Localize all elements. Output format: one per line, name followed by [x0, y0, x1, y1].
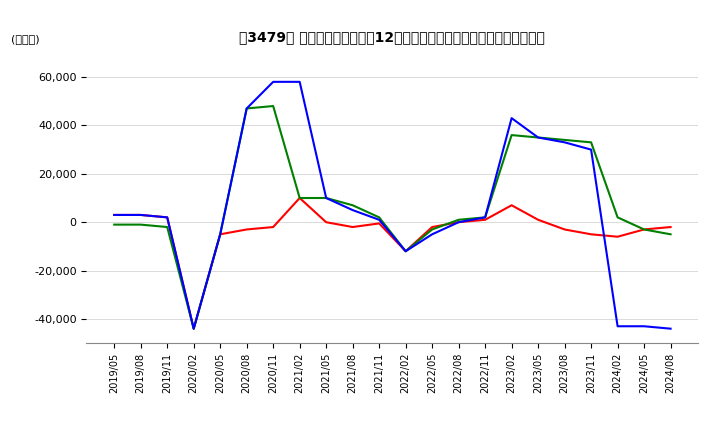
投資CF [375, 215, 384, 220]
投資CF [666, 231, 675, 237]
営業CF [508, 202, 516, 208]
投資CF [295, 195, 304, 201]
フリーCF [269, 79, 277, 84]
投資CF [269, 103, 277, 109]
営業CF [560, 227, 569, 232]
フリーCF [508, 115, 516, 121]
投資CF [189, 326, 198, 331]
フリーCF [243, 106, 251, 111]
投資CF [216, 231, 225, 237]
フリーCF [666, 326, 675, 331]
投資CF [322, 195, 330, 201]
Line: 営業CF: 営業CF [114, 198, 670, 329]
フリーCF [189, 326, 198, 331]
営業CF [322, 220, 330, 225]
フリーCF [481, 215, 490, 220]
投資CF [428, 227, 436, 232]
営業CF [295, 195, 304, 201]
営業CF [243, 227, 251, 232]
営業CF [640, 227, 649, 232]
フリーCF [401, 249, 410, 254]
投資CF [454, 217, 463, 223]
投資CF [640, 227, 649, 232]
営業CF [454, 220, 463, 225]
投資CF [587, 140, 595, 145]
フリーCF [163, 215, 171, 220]
営業CF [481, 217, 490, 223]
フリーCF [295, 79, 304, 84]
フリーCF [587, 147, 595, 152]
営業CF [189, 326, 198, 331]
フリーCF [428, 231, 436, 237]
フリーCF [110, 213, 119, 218]
フリーCF [560, 140, 569, 145]
フリーCF [454, 220, 463, 225]
フリーCF [640, 324, 649, 329]
フリーCF [216, 231, 225, 237]
投資CF [560, 137, 569, 143]
営業CF [587, 231, 595, 237]
フリーCF [136, 213, 145, 218]
フリーCF [613, 324, 622, 329]
Line: 投資CF: 投資CF [114, 106, 670, 329]
営業CF [348, 224, 357, 230]
投資CF [508, 132, 516, 138]
営業CF [163, 215, 171, 220]
営業CF [613, 234, 622, 239]
投資CF [481, 215, 490, 220]
投資CF [163, 224, 171, 230]
営業CF [110, 213, 119, 218]
Title: 【3479】 キャッシュフローの12か月移動合計の対前年同期増減額の推移: 【3479】 キャッシュフローの12か月移動合計の対前年同期増減額の推移 [240, 31, 545, 45]
フリーCF [322, 195, 330, 201]
投資CF [348, 202, 357, 208]
営業CF [401, 249, 410, 254]
営業CF [136, 213, 145, 218]
営業CF [375, 221, 384, 226]
営業CF [428, 224, 436, 230]
投資CF [401, 249, 410, 254]
投資CF [243, 106, 251, 111]
フリーCF [348, 208, 357, 213]
Y-axis label: (百万円): (百万円) [11, 34, 40, 44]
営業CF [216, 231, 225, 237]
営業CF [534, 217, 542, 223]
フリーCF [375, 217, 384, 223]
投資CF [136, 222, 145, 227]
投資CF [613, 215, 622, 220]
投資CF [110, 222, 119, 227]
営業CF [269, 224, 277, 230]
フリーCF [534, 135, 542, 140]
投資CF [534, 135, 542, 140]
営業CF [666, 224, 675, 230]
Line: フリーCF: フリーCF [114, 82, 670, 329]
